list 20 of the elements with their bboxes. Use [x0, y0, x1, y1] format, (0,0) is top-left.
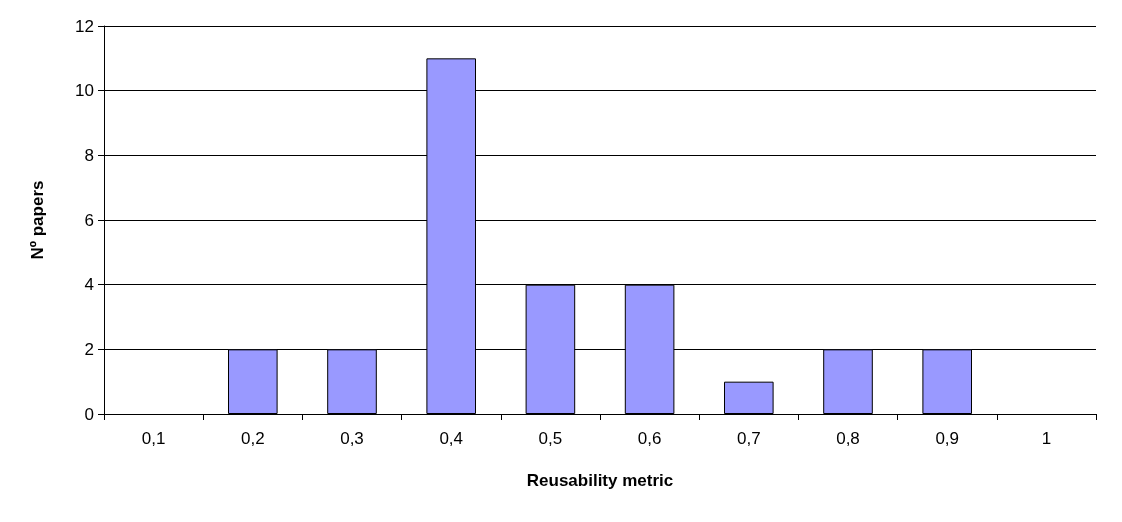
- x-tick-label: 0,1: [141, 429, 166, 448]
- x-tick-label: 0,2: [240, 429, 265, 448]
- y-tick-label: 10: [75, 81, 94, 101]
- x-tick-label: 0,7: [736, 429, 761, 448]
- y-tick-label: 6: [84, 210, 94, 230]
- y-tick-label: 0: [84, 404, 94, 424]
- x-tick-label: 1: [1041, 429, 1052, 448]
- x-tick-label: 0,9: [935, 429, 960, 448]
- bar: [724, 381, 774, 414]
- y-tick-label: 4: [84, 275, 94, 295]
- x-tick-label: 0,4: [439, 429, 464, 448]
- y-tick-label: 8: [84, 145, 94, 165]
- x-tick-label: 0,6: [637, 429, 662, 448]
- x-axis-title: Reusability metric: [526, 471, 674, 490]
- x-tick-label: 0,8: [836, 429, 860, 448]
- x-tick-label: 0,5: [538, 429, 563, 448]
- y-tick-label: 2: [84, 339, 94, 359]
- x-tick-label: 0,3: [340, 429, 364, 448]
- y-tick-label: 12: [75, 16, 94, 36]
- y-axis-title: Nº papers: [28, 180, 47, 260]
